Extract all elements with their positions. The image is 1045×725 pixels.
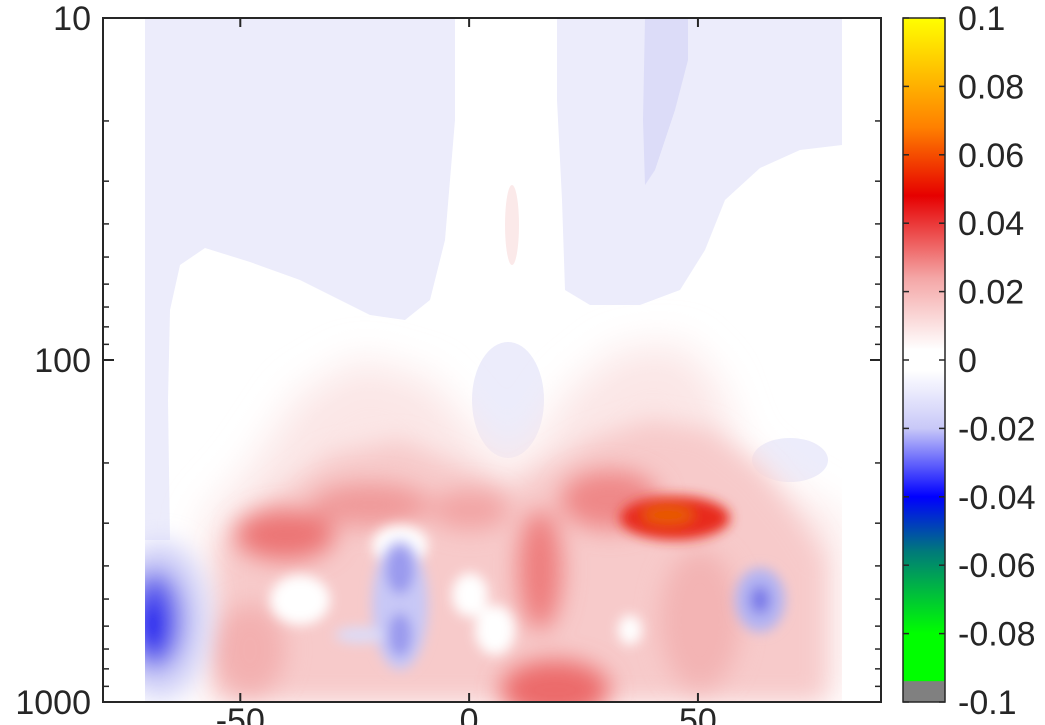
colorbar-rect (902, 17, 946, 703)
colorbar-tick-label: 0.06 (958, 137, 1024, 175)
x-tick-label: 0 (460, 702, 479, 725)
colorbar-tick-label: 0.08 (958, 68, 1024, 106)
colorbar-tick-label: 0 (958, 342, 977, 380)
x-axis: -50 0 50 (216, 18, 717, 725)
colorbar-tick-label: -0.06 (958, 547, 1036, 585)
positive-peak (620, 496, 730, 540)
y-axis: 10 100 1000 (15, 0, 881, 722)
faint-negative-right (752, 438, 828, 482)
colorbar-tick-label: 0.1 (958, 0, 1005, 38)
faint-negative-region-upper (145, 18, 455, 540)
y-tick-label: 100 (34, 342, 91, 380)
negative-pockets (335, 540, 785, 670)
colorbar-tick-label: -0.04 (958, 479, 1036, 517)
negative-streak-upper-right (643, 18, 688, 185)
x-tick-label: 50 (679, 702, 717, 725)
y-tick-label: 10 (53, 0, 91, 38)
heatmap-plot (103, 18, 881, 702)
x-tick-label: -50 (216, 702, 265, 725)
colorbar-tick-label: -0.08 (958, 616, 1036, 654)
colorbar-ticks: 0.1 0.08 0.06 0.04 0.02 0 -0.02 -0.04 -0.06 -0.08… (903, 0, 1036, 722)
y-tick-label: 1000 (15, 684, 91, 722)
colorbar-tick-label: -0.1 (958, 684, 1017, 722)
faint-negative-region-upper-right (557, 18, 842, 305)
colorbar-tick-label: 0.04 (958, 205, 1024, 243)
small-positive-spot-upper (505, 185, 519, 265)
colorbar: 0.1 0.08 0.06 0.04 0.02 0 -0.02 -0.04 -0.06 -0.08… (902, 0, 1036, 722)
colorbar-tick-label: 0.02 (958, 274, 1024, 312)
colorbar-tick-label: -0.02 (958, 410, 1036, 448)
negative-blob-center (472, 342, 544, 458)
positive-belt-core (215, 470, 740, 702)
